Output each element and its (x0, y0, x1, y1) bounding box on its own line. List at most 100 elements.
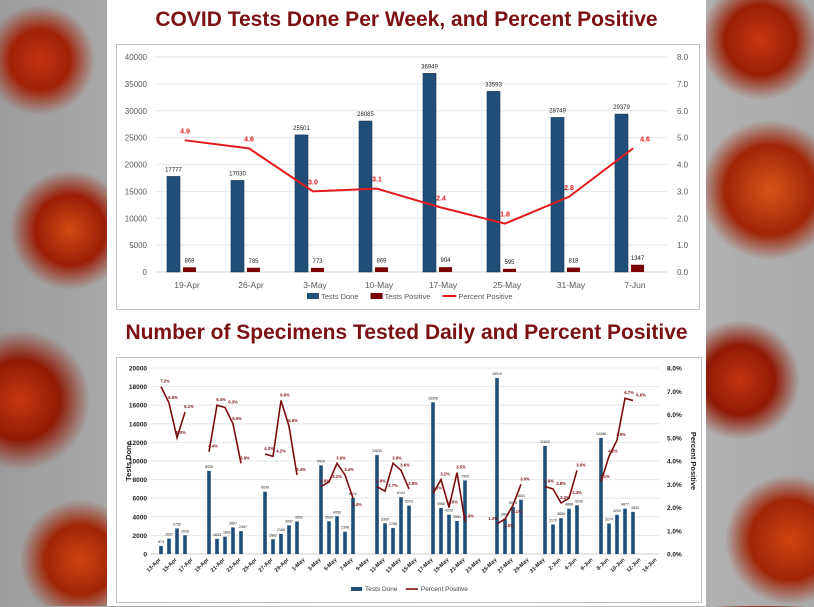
line-data-label: 3.1 (372, 177, 382, 184)
legend-label: Percent Positive (458, 292, 512, 301)
weekly-chart-svg: 0 5000 10000 15000 20000 25000 30000 35000 40000… (125, 53, 689, 301)
bar-label: 16308 (428, 396, 438, 400)
bar-tests-done (422, 73, 437, 273)
line-data-label: 1.4% (464, 513, 474, 518)
bar-tests-done (486, 91, 501, 273)
line-data-label: 6.1% (184, 404, 194, 409)
bar-label: 33593 (485, 82, 502, 88)
line-percent-positive (600, 397, 634, 483)
daily-chart-title: Number of Specimens Tested Daily and Per… (125, 321, 688, 344)
x-tick-label: 13-Apr (146, 557, 163, 574)
line-point (184, 139, 186, 141)
line-percent-positive (544, 470, 578, 504)
legend-label: Percent Positive (421, 586, 468, 593)
line-data-label: 2.7% (388, 483, 398, 488)
line-point (632, 147, 634, 149)
line-data-label: 3.9% (240, 455, 250, 460)
bar-tests-done (239, 531, 243, 554)
x-tick-label: 19-Apr (194, 557, 211, 574)
line-point (312, 190, 314, 192)
line-data-label: 3.0 (308, 179, 318, 186)
line-data-label: 3.6% (400, 462, 410, 467)
line-data-label: 4.9 (180, 128, 190, 135)
weekly-chart-title: COVID Tests Done Per Week, and Percent P… (155, 8, 658, 31)
line-data-label: 4.4% (208, 444, 218, 449)
line-data-label: 6.7% (624, 390, 634, 395)
bar-label: 36949 (421, 64, 438, 70)
x-tick-label: 17-Apr (178, 557, 195, 574)
x-tick-label: 27-Apr (258, 557, 275, 574)
bar-label: 904 (440, 258, 451, 264)
bar-label: 10630 (372, 449, 382, 453)
x-tick-label: 13-May (385, 557, 403, 575)
line-data-label: 5.5% (288, 418, 298, 423)
bar-label: 869 (376, 258, 387, 264)
bar-tests-done (223, 536, 227, 554)
line-data-label: 4.6 (640, 136, 650, 143)
bar-label: 1657 (165, 533, 173, 537)
legend-swatch (307, 293, 319, 299)
y-axis-label: Tests Done (124, 441, 133, 481)
x-tick-label: 1-May (291, 557, 307, 573)
bar-tests-done (607, 523, 611, 554)
bar-tests-positive (311, 267, 324, 272)
line-data-label: 6.6% (636, 393, 646, 398)
x-tick-label: 10-Jun (610, 557, 627, 574)
x-tick-label: 7-Jun (624, 280, 646, 290)
x-tick-label: 3-May (303, 280, 327, 290)
y-tick-label: 20000 (129, 366, 147, 373)
bar-label: 4058 (333, 510, 341, 514)
bar-label: 25501 (293, 126, 310, 132)
bar-label: 29379 (613, 105, 630, 111)
line-data-label: 4.9% (616, 432, 626, 437)
bar-tests-done (495, 378, 499, 554)
y-tick-label: 4000 (133, 514, 148, 521)
bar-tests-done (431, 402, 435, 554)
bar-label: 12486 (596, 432, 606, 436)
x-tick-label: 7-May (339, 557, 355, 573)
bar-label: 18919 (492, 372, 502, 376)
line-percent-positive (160, 386, 186, 441)
bar-tests-done (407, 505, 411, 554)
line-data-label: 5.0% (176, 430, 186, 435)
line-data-label: 3.6% (576, 462, 586, 467)
x-tick-label: 31-May (529, 557, 547, 575)
bar-tests-done (447, 514, 451, 554)
legend-label: Tests Done (321, 292, 359, 301)
y2-tick-label: 0.0% (667, 552, 682, 559)
bar-label: 1347 (631, 256, 645, 262)
y-tick-label: 18000 (129, 384, 147, 391)
legend-label: Tests Positive (385, 292, 431, 301)
x-tick-label: 29-Apr (274, 557, 291, 574)
bar-label: 3856 (557, 512, 565, 516)
x-tick-label: 11-May (369, 557, 387, 575)
y-tick-label: 6000 (133, 496, 148, 503)
x-tick-label: 3-May (307, 557, 323, 573)
line-data-label: 4.6 (244, 136, 254, 143)
x-tick-label: 12-Jun (626, 557, 643, 574)
bar-label: 3551 (453, 515, 461, 519)
bar-tests-done (295, 521, 299, 554)
line-data-label: 2.4% (572, 490, 582, 495)
y-tick-label: 35000 (125, 80, 148, 89)
y2-tick-label: 5.0% (667, 435, 682, 442)
bar-label: 11620 (540, 440, 550, 444)
y2-tick-label: 2.0% (667, 505, 682, 512)
line-data-label: 3.9% (336, 455, 346, 460)
bar-label: 595 (504, 260, 515, 266)
bar-tests-done (159, 545, 163, 554)
bar-label: 6104 (397, 491, 405, 495)
bar-tests-done (391, 528, 395, 554)
x-tick-label: 25-May (481, 557, 499, 575)
bar-label: 3509 (325, 515, 333, 519)
y-tick-label: 5000 (129, 241, 147, 250)
line-data-label: 3.0% (520, 476, 530, 481)
bar-tests-done (327, 521, 331, 554)
bar-tests-positive (375, 267, 388, 272)
bar-tests-done (343, 531, 347, 554)
bar-label: 5203 (405, 500, 413, 504)
line-data-label: 5.6% (232, 416, 242, 421)
bar-label: 3274 (605, 518, 613, 522)
bar-tests-done (550, 117, 565, 273)
y-tick-label: 10000 (129, 459, 147, 466)
